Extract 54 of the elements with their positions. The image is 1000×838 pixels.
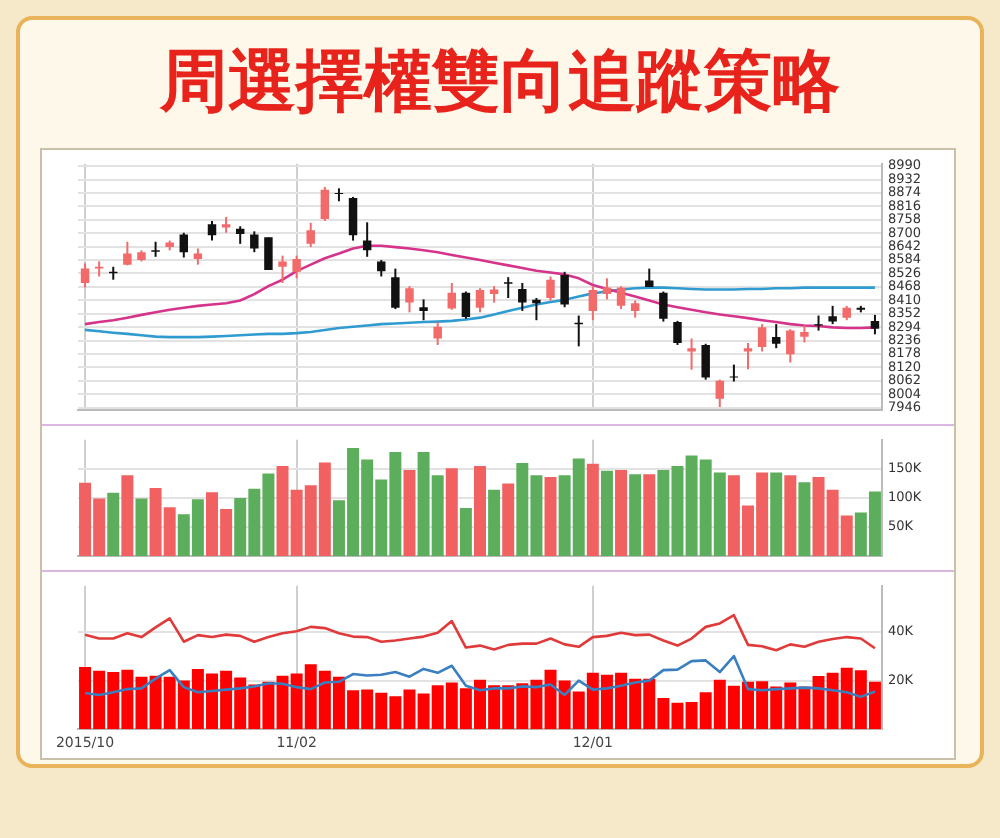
candlestick xyxy=(701,342,710,381)
candlestick xyxy=(475,287,485,314)
bar xyxy=(586,463,599,557)
candlestick xyxy=(447,281,457,311)
candlestick xyxy=(870,313,880,336)
bar xyxy=(615,470,628,557)
candlestick xyxy=(80,262,90,289)
candlestick xyxy=(264,236,273,271)
candlestick xyxy=(715,378,725,408)
candlestick xyxy=(419,298,428,322)
candlestick xyxy=(659,290,668,323)
bar xyxy=(544,477,557,557)
candlestick xyxy=(645,267,654,288)
candlestick xyxy=(771,323,781,350)
bar xyxy=(629,474,642,557)
bar xyxy=(403,470,416,557)
candlestick xyxy=(616,285,626,311)
candlestick xyxy=(828,304,837,326)
candlestick xyxy=(503,276,513,299)
candlestick xyxy=(518,281,527,312)
candlestick xyxy=(391,267,400,311)
bar xyxy=(770,472,783,557)
bar xyxy=(107,492,120,557)
candlestick xyxy=(757,323,767,353)
candlestick xyxy=(687,337,696,371)
candlestick xyxy=(278,254,287,284)
candlestick xyxy=(306,221,315,249)
candlestick xyxy=(405,285,414,314)
candlestick xyxy=(207,219,217,242)
bar xyxy=(445,468,458,557)
candlestick xyxy=(250,230,259,254)
bar xyxy=(600,470,613,557)
bar xyxy=(459,507,472,557)
candlestick xyxy=(786,328,795,364)
candlestick xyxy=(292,254,301,280)
bar xyxy=(784,475,797,557)
bar xyxy=(488,489,501,557)
candlestick xyxy=(179,231,189,259)
bar xyxy=(135,498,148,557)
bar xyxy=(121,475,134,557)
candlestick xyxy=(546,275,555,302)
candlestick xyxy=(320,185,330,222)
candlestick xyxy=(433,321,442,346)
bar xyxy=(502,483,515,557)
bar xyxy=(643,474,656,557)
candlestick xyxy=(673,319,682,346)
bar xyxy=(798,482,811,557)
candlestick xyxy=(588,285,598,322)
chart-title: 周選擇權雙向追蹤策略 xyxy=(158,40,842,124)
candlestick xyxy=(461,290,471,320)
candlestick xyxy=(348,195,358,242)
candlestick xyxy=(532,296,541,322)
bar xyxy=(474,465,486,557)
candlestick xyxy=(560,270,569,309)
